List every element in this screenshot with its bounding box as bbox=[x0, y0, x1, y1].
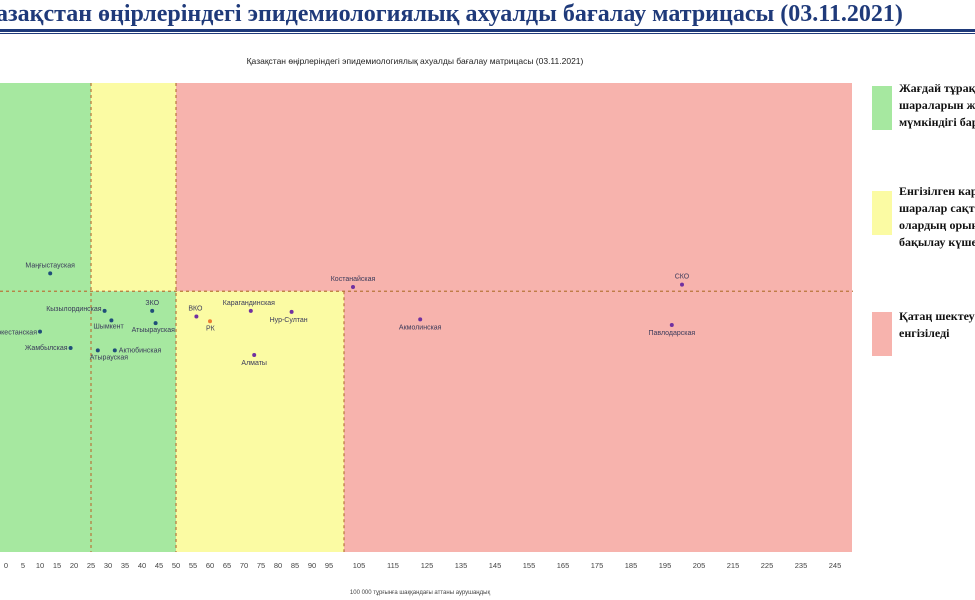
data-label: ЗКО bbox=[145, 300, 159, 307]
data-label: Кызылординская bbox=[46, 306, 102, 313]
data-label: ВКО bbox=[188, 306, 203, 313]
data-point bbox=[418, 317, 423, 322]
x-tick-label: 50 bbox=[172, 561, 180, 570]
legend-label-red: Қатаң шектеу шаралары енгізіледі bbox=[899, 309, 975, 340]
x-tick-label: 235 bbox=[795, 561, 808, 570]
data-label: Павлодарская bbox=[648, 330, 695, 337]
x-tick-label: 5 bbox=[21, 561, 25, 570]
x-tick-label: 205 bbox=[693, 561, 706, 570]
x-tick-label: 35 bbox=[121, 561, 129, 570]
x-tick-label: 90 bbox=[308, 561, 316, 570]
data-point bbox=[669, 323, 674, 328]
x-tick-label: 60 bbox=[206, 561, 214, 570]
data-point bbox=[38, 329, 42, 334]
x-tick-label: 145 bbox=[489, 561, 502, 570]
x-tick-label: 70 bbox=[240, 561, 248, 570]
data-point bbox=[194, 314, 199, 319]
x-tick-label: 15 bbox=[53, 561, 61, 570]
data-label: Акмолинская bbox=[399, 324, 442, 331]
zone-0 bbox=[0, 83, 91, 552]
x-tick-label: 25 bbox=[87, 561, 95, 570]
x-tick-label: 195 bbox=[659, 561, 672, 570]
data-label: РК bbox=[206, 325, 216, 332]
x-tick-label: 80 bbox=[274, 561, 282, 570]
x-tick-label: 20 bbox=[70, 561, 78, 570]
x-tick-label: 155 bbox=[523, 561, 536, 570]
data-point bbox=[153, 321, 158, 326]
data-point bbox=[102, 308, 107, 313]
x-tick-label: 165 bbox=[557, 561, 570, 570]
data-point bbox=[150, 308, 155, 313]
zone-3 bbox=[176, 291, 344, 552]
x-tick-label: 75 bbox=[257, 561, 265, 570]
legend-swatch-green bbox=[872, 86, 892, 130]
data-label: Атырауская bbox=[90, 354, 128, 361]
data-point bbox=[109, 318, 114, 323]
data-label: Шымкент bbox=[93, 323, 124, 330]
x-tick-label: 55 bbox=[189, 561, 197, 570]
x-tick-label: 10 bbox=[36, 561, 44, 570]
x-tick-label: 115 bbox=[387, 561, 399, 570]
zone-2 bbox=[91, 291, 176, 552]
data-label: Жамбылская bbox=[25, 344, 68, 352]
x-tick-label: 215 bbox=[727, 561, 740, 570]
data-label: Костанайская bbox=[331, 275, 376, 283]
legend: Жағдай тұрақталса шектеу шараларын жеңіл… bbox=[872, 80, 975, 380]
data-point bbox=[289, 309, 294, 314]
x-tick-label: 225 bbox=[761, 561, 774, 570]
data-label: Туркестанская bbox=[0, 330, 37, 337]
x-tick-label: 65 bbox=[223, 561, 231, 570]
data-point bbox=[95, 348, 100, 353]
data-label: СКО bbox=[675, 274, 690, 281]
data-point bbox=[248, 308, 253, 313]
chart-title: Қазақстан өңірлеріндегі эпидемиологиялық… bbox=[247, 56, 584, 66]
legend-label-yellow: Енгізілген карантиндік шаралар сақталады… bbox=[899, 184, 975, 249]
x-tick-label: 40 bbox=[138, 561, 146, 570]
data-point bbox=[208, 319, 212, 324]
x-tick-label: 245 bbox=[829, 561, 842, 570]
x-tick-label: 95 bbox=[325, 561, 333, 570]
data-label: Алматы bbox=[241, 360, 267, 367]
zone-4 bbox=[176, 83, 344, 292]
x-axis-label: 100 000 тұрғынға шаққандағы аттаны ауруш… bbox=[350, 590, 491, 596]
x-tick-label: 185 bbox=[625, 561, 638, 570]
page-title: азақстан өңірлеріндегі эпидемиологиялық … bbox=[0, 0, 975, 28]
zone-5 bbox=[344, 83, 852, 552]
data-label: Нур-Султан bbox=[270, 317, 308, 324]
data-point bbox=[48, 271, 53, 276]
x-tick-label: 135 bbox=[455, 561, 468, 570]
x-tick-label: 85 bbox=[291, 561, 299, 570]
data-point bbox=[351, 285, 355, 290]
data-point bbox=[252, 353, 257, 358]
data-point bbox=[68, 345, 73, 350]
x-tick-label: 175 bbox=[591, 561, 604, 570]
epidemic-matrix-chart: Қазақстан өңірлеріндегі эпидемиологиялық… bbox=[0, 56, 853, 596]
x-tick-label: 125 bbox=[421, 561, 434, 570]
data-label: Маңғыстауская bbox=[25, 262, 75, 269]
zone-1 bbox=[91, 83, 176, 292]
x-tick-label: 105 bbox=[353, 561, 366, 570]
data-point bbox=[112, 348, 117, 353]
data-point bbox=[680, 282, 684, 287]
x-tick-label: 45 bbox=[155, 561, 163, 570]
legend-label-green: Жағдай тұрақталса шектеу шараларын жеңіл… bbox=[899, 81, 975, 129]
data-label: Атыырауская bbox=[132, 327, 176, 334]
x-tick-label: 0 bbox=[4, 561, 8, 570]
page-title-text: азақстан өңірлеріндегі эпидемиологиялық … bbox=[0, 1, 903, 27]
legend-swatch-red bbox=[872, 312, 892, 356]
data-label: Актюбинская bbox=[119, 346, 162, 354]
data-label: Карагандинская bbox=[223, 300, 275, 307]
title-rule-thin bbox=[0, 33, 975, 34]
x-tick-label: 30 bbox=[104, 561, 112, 570]
legend-swatch-yellow bbox=[872, 191, 892, 235]
title-rule bbox=[0, 29, 975, 32]
